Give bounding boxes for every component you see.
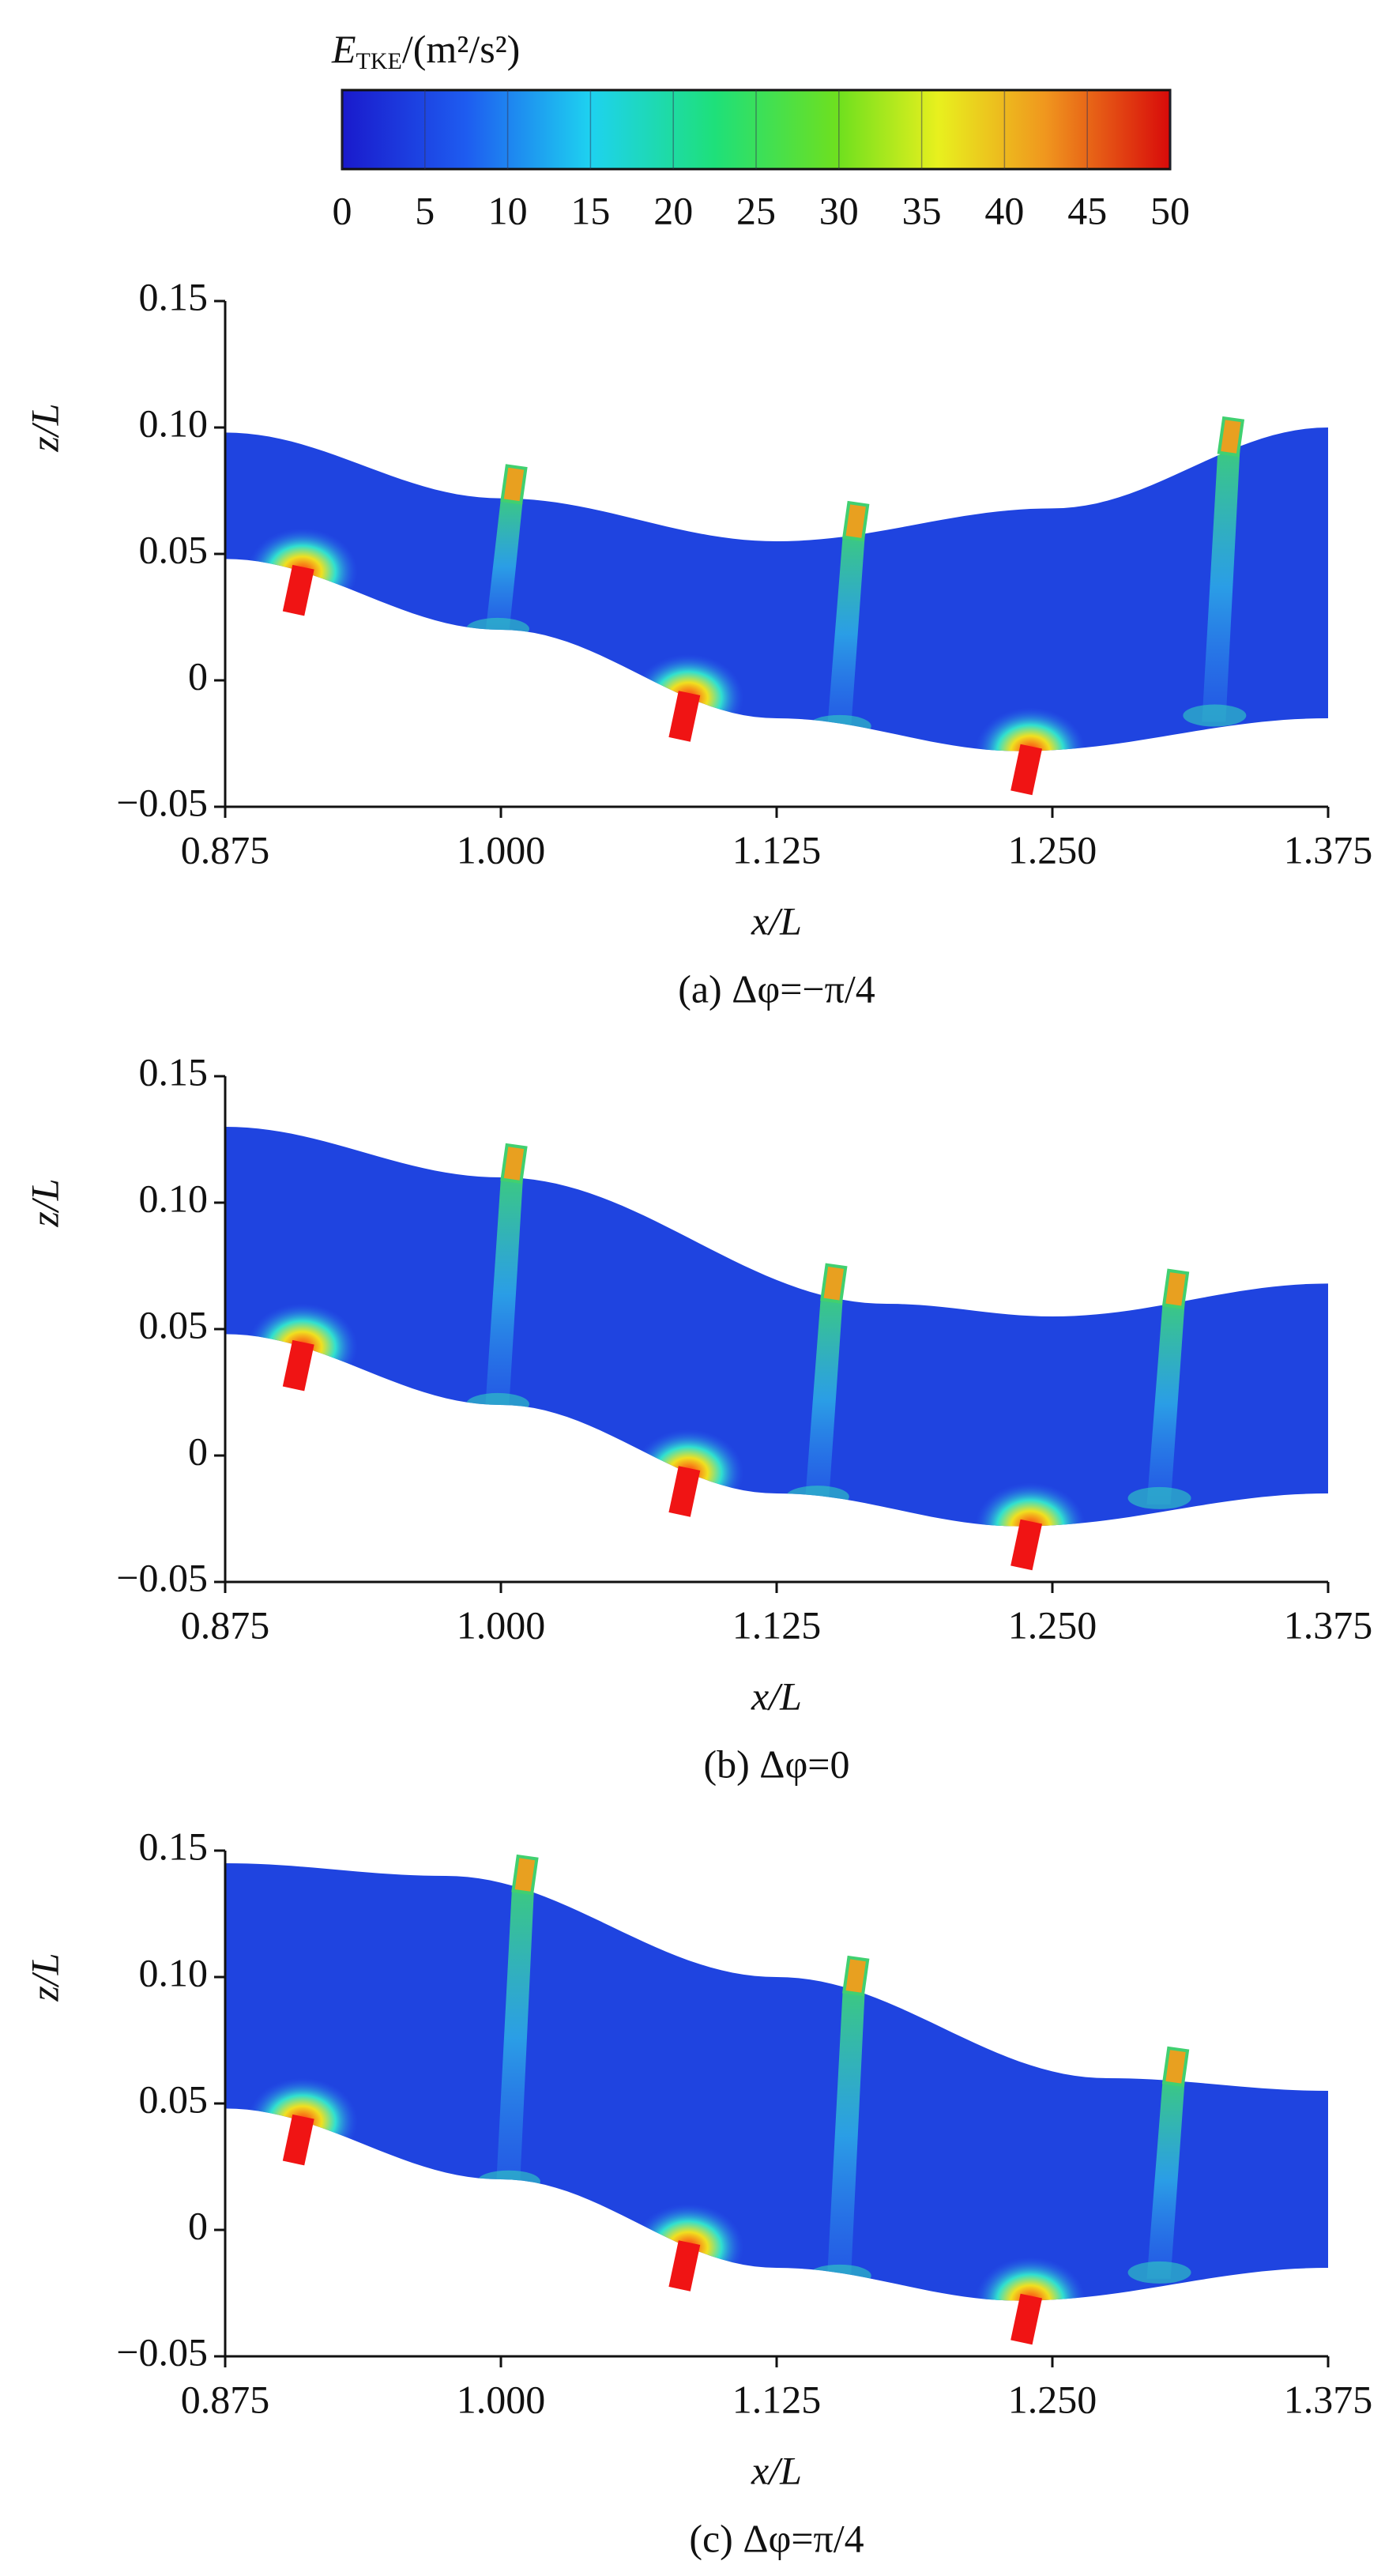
wake-streak <box>1146 1303 1185 1505</box>
x-tick-label: 0.875 <box>181 1602 270 1647</box>
y-tick-label: −0.05 <box>116 2329 208 2374</box>
x-tick-label: 1.375 <box>1284 1602 1373 1647</box>
wake-streak <box>826 535 865 733</box>
y-tick-label: 0 <box>188 2203 208 2247</box>
blade-tip <box>1161 2046 1190 2088</box>
x-tick-label: 0.875 <box>181 827 270 872</box>
wake-streak <box>804 1297 843 1504</box>
x-axis-label: x/L <box>751 2448 802 2492</box>
wake-streak <box>484 1177 523 1410</box>
nozzle <box>282 564 314 616</box>
wake-streak <box>826 1990 865 2282</box>
y-tick-label: 0 <box>188 1429 208 1473</box>
colorbar-tick-label: 15 <box>570 188 610 232</box>
blade-tip <box>500 1143 528 1184</box>
y-axis-label: z/L <box>22 1953 66 2002</box>
y-tick-label: 0.15 <box>139 274 209 318</box>
contour-panel <box>225 1127 1328 1571</box>
y-tick-label: 0.10 <box>139 1950 209 1994</box>
x-tick-label: 0.875 <box>181 2377 270 2421</box>
x-tick-label: 1.250 <box>1008 1602 1097 1647</box>
blade-tip <box>842 500 870 542</box>
y-tick-label: −0.05 <box>116 1555 208 1599</box>
colorbar-title: ETKE/(m²/s²) <box>331 27 520 73</box>
colorbar-tick-label: 10 <box>488 188 528 232</box>
y-tick-label: 0.15 <box>139 1824 209 1868</box>
colorbar-tick-label: 40 <box>984 188 1024 232</box>
contour-panel <box>225 416 1328 796</box>
wake-foot <box>1127 2261 1191 2284</box>
x-tick-label: 1.250 <box>1008 2377 1097 2421</box>
x-axis-label: x/L <box>751 1674 802 1718</box>
wake-foot <box>785 1486 849 1508</box>
wake-streak <box>1202 450 1240 722</box>
wake-foot <box>1127 1486 1191 1509</box>
panel-caption: (c) Δφ=π/4 <box>689 2516 864 2560</box>
nozzle <box>1010 2293 1043 2345</box>
nozzle <box>668 1466 701 1517</box>
x-tick-label: 1.125 <box>732 1602 822 1647</box>
wake-streak <box>1146 2081 1185 2279</box>
x-axis-label: x/L <box>751 898 802 943</box>
blade-tip <box>500 464 528 505</box>
wake-streak <box>495 1889 534 2188</box>
blade-tip <box>511 1854 539 1896</box>
wake-streak <box>484 498 523 635</box>
nozzle <box>282 2114 314 2166</box>
x-tick-label: 1.375 <box>1284 2377 1373 2421</box>
wake-foot <box>476 2170 540 2193</box>
wake-foot <box>807 714 871 737</box>
wake-foot <box>807 2264 871 2287</box>
x-tick-label: 1.125 <box>732 827 822 872</box>
nozzle <box>282 1339 314 1392</box>
wake-foot <box>1183 704 1247 727</box>
y-axis-label: z/L <box>22 403 66 452</box>
blade-tip <box>842 1955 870 1997</box>
nozzle <box>1010 744 1043 796</box>
y-axis-label: z/L <box>22 1178 66 1227</box>
nozzle <box>1010 1519 1043 1571</box>
x-tick-label: 1.250 <box>1008 827 1097 872</box>
panel-caption: (b) Δφ=0 <box>703 1742 849 1786</box>
y-tick-label: 0.10 <box>139 1176 209 1220</box>
nozzle <box>668 691 701 742</box>
x-tick-label: 1.375 <box>1284 827 1373 872</box>
blade-tip <box>820 1263 848 1304</box>
blade-tip <box>1161 1268 1190 1309</box>
colorbar-tick-label: 30 <box>819 188 859 232</box>
colorbar-tick-label: 5 <box>415 188 435 232</box>
colorbar-tick-label: 20 <box>653 188 693 232</box>
flow-domain <box>225 427 1328 751</box>
wake-foot <box>465 1392 529 1415</box>
wake-foot <box>465 617 529 640</box>
colorbar-tick-label: 25 <box>736 188 776 232</box>
y-tick-label: 0.05 <box>139 2077 209 2121</box>
colorbar-tick-label: 50 <box>1150 188 1190 232</box>
y-tick-label: 0.05 <box>139 527 209 571</box>
x-tick-label: 1.000 <box>457 827 546 872</box>
colorbar-tick-label: 45 <box>1067 188 1107 232</box>
y-tick-label: 0.10 <box>139 401 209 445</box>
y-tick-label: 0.15 <box>139 1049 209 1094</box>
blade-tip <box>1217 416 1245 458</box>
y-tick-label: 0 <box>188 653 208 698</box>
colorbar-tick-label: 0 <box>333 188 352 232</box>
x-tick-label: 1.000 <box>457 1602 546 1647</box>
x-tick-label: 1.125 <box>732 2377 822 2421</box>
y-tick-label: −0.05 <box>116 780 208 824</box>
nozzle <box>668 2240 701 2292</box>
x-tick-label: 1.000 <box>457 2377 546 2421</box>
flow-domain <box>225 1863 1328 2301</box>
panel-caption: (a) Δφ=−π/4 <box>678 966 875 1011</box>
y-tick-label: 0.05 <box>139 1302 209 1346</box>
contour-panel <box>225 1854 1328 2345</box>
colorbar-tick-label: 35 <box>902 188 942 232</box>
